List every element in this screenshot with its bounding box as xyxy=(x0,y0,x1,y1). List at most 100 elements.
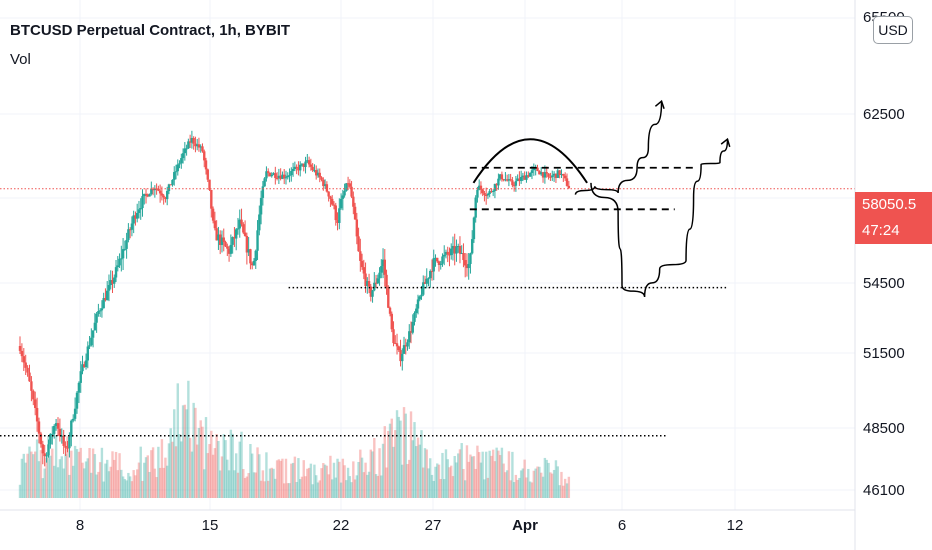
volume-bar xyxy=(34,451,37,498)
candle-body xyxy=(408,331,411,343)
volume-bar xyxy=(437,464,441,498)
candle-body xyxy=(525,175,528,180)
projection-path xyxy=(590,139,729,298)
volume-bar xyxy=(353,479,357,498)
volume-bar xyxy=(245,476,249,498)
bar-countdown: 47:24 xyxy=(862,222,900,239)
volume-bar xyxy=(474,468,477,498)
volume-bar xyxy=(313,464,316,498)
candle-body xyxy=(404,345,407,347)
price-axis[interactable]: 461004850051500545006250065500 xyxy=(863,9,905,499)
projection-path xyxy=(574,101,663,195)
volume-bar xyxy=(348,476,352,498)
candle-body xyxy=(254,250,257,261)
volume-bar xyxy=(309,463,313,498)
candle-body xyxy=(341,195,345,199)
price-tick-label: 54500 xyxy=(863,275,905,292)
candle-body xyxy=(139,208,142,210)
candle-body xyxy=(54,423,58,426)
candle-body xyxy=(97,311,100,314)
candle-body xyxy=(437,261,441,265)
candle-body xyxy=(291,168,295,172)
time-axis[interactable]: 8 15 22 27 Apr 6 12 xyxy=(76,517,744,534)
volume-bar xyxy=(192,402,195,498)
candle-body xyxy=(158,190,162,194)
volume-bar xyxy=(66,436,69,498)
candle-body xyxy=(332,204,336,206)
volume-bar xyxy=(512,482,516,498)
candle-body xyxy=(481,189,484,194)
candle-body xyxy=(451,245,455,249)
candle-body xyxy=(258,214,261,231)
candle-body xyxy=(231,237,234,245)
volume-bar xyxy=(43,468,46,498)
volume-bar xyxy=(406,464,409,498)
candle-body xyxy=(208,179,211,190)
candle-body xyxy=(479,185,483,190)
candle-body xyxy=(226,246,229,249)
volume-bar xyxy=(371,451,374,498)
volume-bar xyxy=(100,447,104,498)
candle-body xyxy=(498,174,502,179)
candle-body xyxy=(290,171,293,176)
volume-bar xyxy=(355,475,359,498)
candle-body xyxy=(455,246,458,254)
candle-body xyxy=(556,170,559,178)
candle-body xyxy=(474,197,477,218)
candle-body xyxy=(64,445,67,448)
price-tick-label: 51500 xyxy=(863,345,905,362)
price-tick-label: 48500 xyxy=(863,420,905,437)
volume-bar xyxy=(327,474,330,498)
volume-bar xyxy=(204,417,208,498)
grid xyxy=(0,0,855,510)
volume-bar xyxy=(339,482,343,498)
volume-bar xyxy=(350,482,353,498)
volume-bar xyxy=(157,446,160,498)
candle-body xyxy=(56,423,60,429)
candle-body xyxy=(367,281,371,287)
candle-body xyxy=(81,364,84,372)
volume-bar xyxy=(290,463,293,498)
volume-bar xyxy=(462,468,465,498)
volume-bar xyxy=(283,483,286,498)
volume-bar xyxy=(35,439,39,498)
volume-bar xyxy=(479,462,483,498)
candle-body xyxy=(265,171,268,179)
time-tick-label: 15 xyxy=(202,517,219,534)
candle-body xyxy=(552,173,556,176)
volume-bar xyxy=(247,473,250,498)
candle-body xyxy=(98,310,102,312)
volume-bar xyxy=(357,461,360,498)
candle-body xyxy=(427,278,430,280)
candle-body xyxy=(362,267,366,274)
volume-bar xyxy=(134,475,137,498)
volume-bar xyxy=(556,466,559,498)
candle-body xyxy=(153,188,157,191)
volume-bar xyxy=(77,451,81,498)
volume-bar xyxy=(565,483,569,498)
candle-body xyxy=(185,148,188,150)
candle-body xyxy=(554,173,558,178)
candle-body xyxy=(34,399,37,408)
candle-body xyxy=(470,239,474,254)
volume-bar xyxy=(376,475,379,498)
currency-button[interactable]: USD xyxy=(873,16,913,44)
volume-bar xyxy=(367,471,371,498)
volume-bar xyxy=(26,453,29,498)
candle-body xyxy=(493,183,497,191)
candle-body xyxy=(359,251,362,261)
volume-bar xyxy=(98,462,102,498)
candle-body xyxy=(284,177,288,179)
candle-body xyxy=(446,251,449,255)
volume-bar xyxy=(422,467,425,498)
volume-bar xyxy=(132,470,135,498)
candle-body xyxy=(173,172,176,180)
volume-bar xyxy=(18,484,22,498)
candle-body xyxy=(527,175,530,177)
candle-body xyxy=(233,237,236,239)
candle-body xyxy=(295,166,298,168)
volume-bar xyxy=(167,443,171,498)
volume-bar xyxy=(51,448,54,498)
volume-bar xyxy=(511,451,514,498)
